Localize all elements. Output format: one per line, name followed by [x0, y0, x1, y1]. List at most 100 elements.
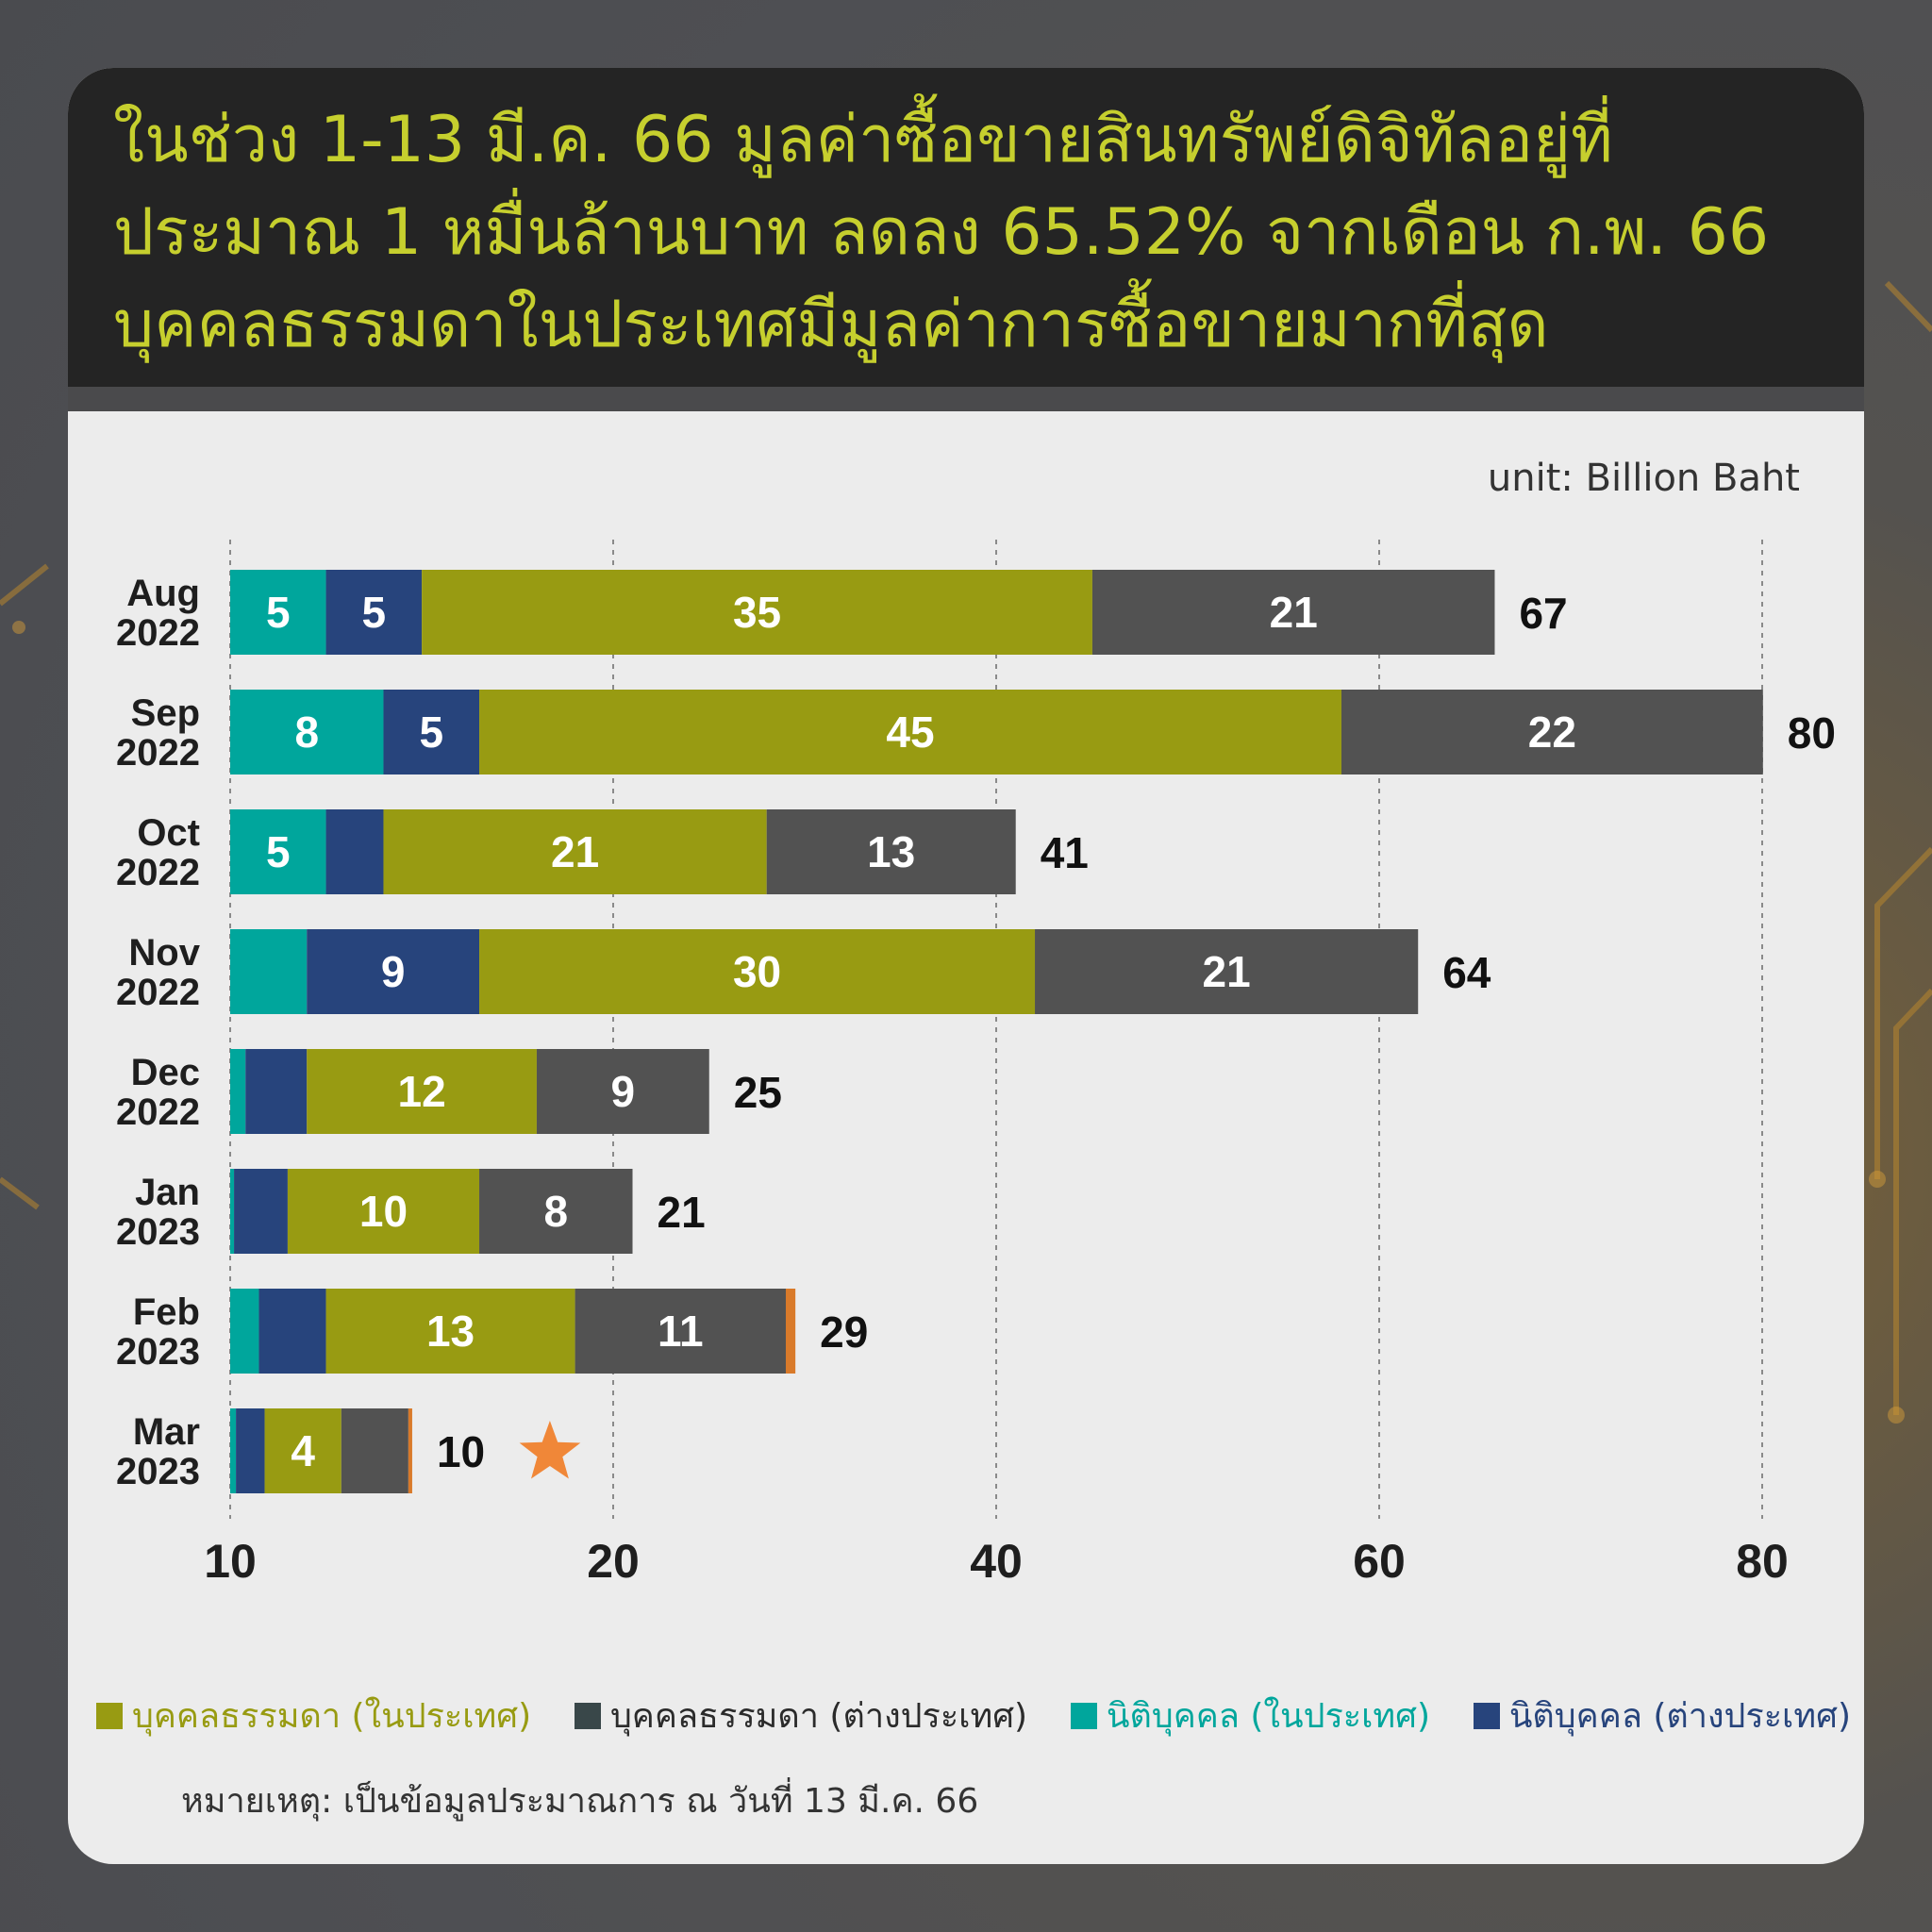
bar-segment — [785, 1289, 796, 1374]
segment-label: 5 — [419, 708, 443, 757]
segment-label: 22 — [1528, 708, 1576, 757]
segment-label: 4 — [291, 1426, 315, 1475]
headline-banner: ในช่วง 1-13 มี.ค. 66 มูลค่าซื้อขายสินทรั… — [68, 68, 1864, 387]
category-label: Oct — [137, 812, 200, 854]
bar-segment — [230, 690, 384, 774]
total-label: 80 — [1788, 708, 1836, 758]
legend-item-foreign-corp: นิติบุคคล (ต่างประเทศ) — [1473, 1689, 1851, 1742]
segment-label: 8 — [294, 708, 319, 757]
legend-label: บุคคลธรรมดา (ในประเทศ) — [132, 1697, 532, 1736]
bar-segment — [230, 809, 326, 894]
headline-text: ในช่วง 1-13 มี.ค. 66 มูลค่าซื้อขายสินทรั… — [113, 103, 1770, 362]
bar-segment — [1035, 929, 1419, 1014]
segment-label: 10 — [359, 1187, 408, 1236]
total-label: 21 — [658, 1188, 706, 1237]
segment-label: 21 — [1203, 947, 1251, 996]
bar-segment — [230, 1408, 237, 1493]
bar-segment — [234, 1169, 288, 1254]
legend-swatch — [96, 1702, 123, 1729]
legend-item-local-person: บุคคลธรรมดา (ในประเทศ) — [96, 1689, 531, 1742]
bar-segment — [383, 809, 767, 894]
legend-item-local-corp: นิติบุคคล (ในประเทศ) — [1070, 1689, 1431, 1742]
category-label: 2022 — [116, 612, 200, 654]
total-label: 67 — [1519, 589, 1567, 638]
category-label: 2022 — [116, 1091, 200, 1133]
category-label: Jan — [135, 1172, 200, 1213]
footnote: หมายเหตุ: เป็นข้อมูลประมาณการ ณ วันที่ 1… — [181, 1782, 979, 1821]
bar-segment — [536, 1049, 709, 1134]
bar-segment — [245, 1049, 308, 1134]
bar-segment — [264, 1408, 341, 1493]
bar-segment — [236, 1408, 265, 1493]
axis-tick-label: 40 — [970, 1535, 1023, 1588]
axis-tick-label: 10 — [204, 1535, 257, 1588]
category-label: 2022 — [116, 852, 200, 893]
bar-segment — [766, 809, 1016, 894]
bar-segment — [325, 1289, 575, 1374]
category-label: Feb — [133, 1291, 200, 1333]
legend-swatch — [1473, 1702, 1500, 1729]
category-label: 2022 — [116, 732, 200, 774]
star-icon — [519, 1421, 581, 1479]
total-label: 41 — [1041, 828, 1089, 877]
legend-label: บุคคลธรรมดา (ต่างประเทศ) — [609, 1697, 1028, 1736]
bar-segment — [422, 570, 1092, 655]
bar-segment — [230, 570, 326, 655]
bar-segment — [575, 1289, 786, 1374]
legend-swatch — [574, 1702, 601, 1729]
total-label: 64 — [1442, 948, 1491, 997]
total-label: 25 — [734, 1068, 782, 1117]
bar-segment — [1341, 690, 1763, 774]
bar-segment — [230, 1289, 259, 1374]
infographic-card: ในช่วง 1-13 มี.ค. 66 มูลค่าซื้อขายสินทรั… — [68, 68, 1864, 1864]
bar-segment — [383, 690, 480, 774]
bar-segment — [307, 929, 480, 1014]
category-label: Dec — [131, 1052, 200, 1093]
segment-label: 9 — [381, 947, 406, 996]
bar-segment — [230, 1049, 246, 1134]
category-label: 2022 — [116, 972, 200, 1013]
segment-label: 21 — [1270, 588, 1318, 637]
bar-segment — [479, 1169, 633, 1254]
segment-label: 45 — [886, 708, 934, 757]
bar-segment — [479, 690, 1341, 774]
bar-segment — [341, 1408, 408, 1493]
legend-swatch — [1070, 1702, 1097, 1729]
segment-label: 11 — [658, 1307, 704, 1356]
category-label: Nov — [128, 932, 200, 974]
axis-tick-label: 20 — [587, 1535, 640, 1588]
segment-label: 9 — [611, 1067, 636, 1116]
segment-label: 13 — [426, 1307, 475, 1356]
segment-label: 35 — [733, 588, 781, 637]
bar-segment — [479, 929, 1036, 1014]
legend-item-foreign-person: บุคคลธรรมดา (ต่างประเทศ) — [574, 1689, 1028, 1742]
bar-segment — [230, 929, 308, 1014]
unit-label: unit: Billion Baht — [1487, 457, 1800, 500]
segment-label: 13 — [867, 827, 915, 876]
bar-segment — [408, 1408, 412, 1493]
header-divider — [68, 387, 1864, 411]
segment-label: 5 — [362, 588, 387, 637]
category-label: 2023 — [116, 1451, 200, 1492]
legend-label: นิติบุคคล (ในประเทศ) — [1106, 1697, 1431, 1736]
axis-tick-label: 60 — [1353, 1535, 1406, 1588]
category-label: Aug — [126, 573, 200, 614]
bar-segment — [287, 1169, 480, 1254]
segment-label: 30 — [733, 947, 781, 996]
bar-segment — [1091, 570, 1495, 655]
total-label: 10 — [437, 1427, 485, 1476]
segment-label: 21 — [551, 827, 599, 876]
segment-label: 5 — [266, 827, 291, 876]
segment-label: 12 — [398, 1067, 446, 1116]
bar-segment — [258, 1289, 326, 1374]
axis-tick-label: 80 — [1736, 1535, 1789, 1588]
legend: บุคคลธรรมดา (ในประเทศ) บุคคลธรรมดา (ต่าง… — [96, 1689, 1851, 1742]
bar-segment — [230, 1169, 235, 1254]
bar-segment — [325, 809, 384, 894]
category-label: Sep — [131, 692, 200, 734]
total-label: 29 — [820, 1307, 868, 1357]
legend-label: นิติบุคคล (ต่างประเทศ) — [1508, 1697, 1851, 1736]
category-label: 2023 — [116, 1211, 200, 1253]
bar-segment — [307, 1049, 537, 1134]
